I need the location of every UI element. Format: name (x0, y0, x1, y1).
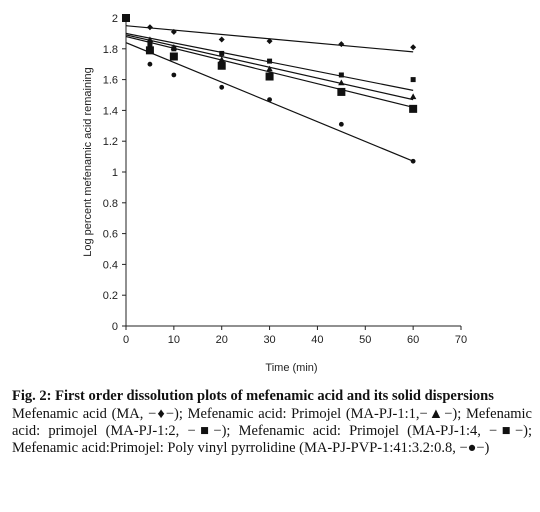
data-point-series-5 (338, 121, 344, 127)
data-point-series-1 (266, 38, 273, 45)
data-point-series-5 (219, 84, 225, 90)
data-point-series-3 (410, 77, 416, 83)
y-tick-label: 1.4 (103, 105, 118, 117)
data-point-series-3 (338, 72, 344, 78)
data-point-series-1 (218, 36, 225, 43)
y-tick-label: 0 (112, 321, 118, 333)
chart-area: 0 0.2 0.4 0.6 0.8 1 1.2 1.4 1.6 1.8 2 0 10 20 30 40 50 60… (82, 13, 467, 374)
data-point-series-5 (147, 61, 153, 67)
x-tick-label: 30 (263, 334, 275, 346)
data-point-series-2 (146, 36, 154, 43)
data-point-series-1 (338, 41, 345, 48)
data-point-series-5 (410, 158, 416, 164)
x-tick-label: 40 (311, 334, 323, 346)
data-point-series-2 (266, 65, 273, 72)
figure-caption: Fig. 2: First order dissolution plots of… (12, 388, 532, 457)
x-tick-label: 0 (123, 334, 129, 346)
data-point-series-1 (170, 28, 177, 35)
data-point-series-1 (146, 24, 153, 31)
data-point-series-2 (409, 93, 417, 100)
caption-body: Mefenamic acid (MA, −♦−); Mefenamic acid… (12, 406, 532, 456)
data-point-series-1 (410, 44, 417, 51)
data-point-series-3 (267, 58, 273, 64)
data-point-series-2 (338, 79, 345, 86)
data-point-series-3 (219, 50, 225, 56)
y-axis-title: Log percent mefenamic acid remaining (82, 67, 94, 257)
x-tick-label: 50 (359, 334, 371, 346)
x-tick-label: 60 (407, 334, 419, 346)
caption-title: Fig. 2: First order dissolution plots of… (12, 388, 494, 404)
y-tick-label: 0.2 (103, 290, 118, 302)
x-tick-label: 10 (168, 334, 180, 346)
data-point-series-5 (171, 72, 177, 78)
data-point-series-4 (217, 61, 226, 70)
data-point-series-3 (147, 41, 153, 47)
y-tick-label: 0.4 (103, 259, 118, 271)
data-point-series-3 (171, 46, 177, 52)
data-point-series-4 (145, 46, 154, 55)
y-tick-label: 1.8 (103, 44, 118, 56)
data-point-series-4 (169, 52, 178, 61)
y-tick-label: 0.8 (103, 198, 118, 210)
y-tick-label: 2 (112, 13, 118, 25)
y-tick-label: 0.6 (103, 229, 118, 241)
x-axis-title: Time (min) (265, 362, 317, 374)
data-point-series-5 (123, 15, 129, 21)
y-tick-label: 1.6 (103, 75, 118, 87)
y-tick-label: 1 (112, 167, 118, 179)
trend-line-series-4 (125, 35, 414, 108)
data-point-series-4 (409, 104, 418, 113)
y-tick-label: 1.2 (103, 136, 118, 148)
x-tick-label: 70 (455, 334, 467, 346)
x-tick-label: 20 (216, 334, 228, 346)
dissolution-chart: 00.20.40.60.811.21.41.61.820 10 20 30 40 50 60… (82, 13, 467, 374)
data-point-series-2 (218, 56, 225, 63)
data-point-series-4 (265, 72, 274, 81)
data-point-series-5 (267, 97, 272, 103)
data-point-series-4 (337, 87, 346, 96)
